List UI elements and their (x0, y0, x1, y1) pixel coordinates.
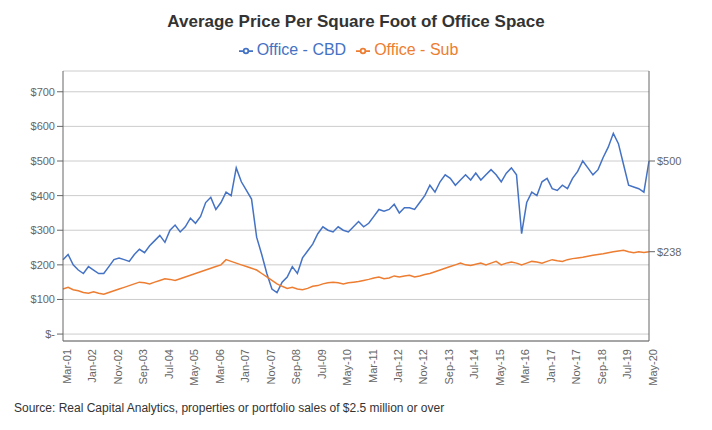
svg-text:May-15: May-15 (494, 349, 506, 386)
svg-text:$700: $700 (31, 86, 55, 98)
svg-text:Sep-13: Sep-13 (443, 349, 455, 384)
html-text:Office - Sub: Office - Sub (374, 41, 459, 58)
html-text:Office - CBD: Office - CBD (256, 41, 347, 58)
svg-text:$600: $600 (31, 120, 55, 132)
svg-text:Jul-19: Jul-19 (621, 349, 633, 379)
svg-text:Mar-11: Mar-11 (367, 349, 379, 383)
svg-text:Nov-02: Nov-02 (112, 349, 124, 384)
svg-text:Mar-16: Mar-16 (519, 349, 531, 384)
html-text:Average Price Per Square Foot: Average Price Per Square Foot of Office … (167, 12, 545, 31)
svg-text:Nov-17: Nov-17 (570, 349, 582, 384)
svg-text:Mar-06: Mar-06 (214, 349, 226, 384)
svg-text:Jul-14: Jul-14 (468, 349, 480, 379)
svg-text:$100: $100 (31, 293, 55, 305)
svg-text:Jul-09: Jul-09 (316, 349, 328, 379)
svg-text:Nov-07: Nov-07 (265, 349, 277, 384)
svg-text:Jan-02: Jan-02 (86, 349, 98, 383)
svg-text:Jul-04: Jul-04 (163, 349, 175, 379)
svg-text:May-20: May-20 (647, 349, 659, 386)
svg-text:May-10: May-10 (341, 349, 353, 386)
svg-text:$238: $238 (657, 246, 681, 258)
svg-text:Sep-03: Sep-03 (137, 349, 149, 384)
svg-text:$-: $- (45, 328, 55, 340)
svg-text:Jan-07: Jan-07 (239, 349, 251, 383)
svg-text:$400: $400 (31, 190, 55, 202)
svg-text:Sep-08: Sep-08 (290, 349, 302, 384)
svg-text:Jan-17: Jan-17 (545, 349, 557, 383)
svg-text:$500: $500 (657, 155, 681, 167)
html-text:Source: Real Capital Analytics: Source: Real Capital Analytics, properti… (14, 401, 445, 415)
svg-text:Nov-12: Nov-12 (418, 349, 430, 384)
svg-text:Mar-01: Mar-01 (61, 349, 73, 384)
svg-text:Sep-18: Sep-18 (596, 349, 608, 384)
svg-text:$200: $200 (31, 259, 55, 271)
svg-text:$300: $300 (31, 224, 55, 236)
svg-text:May-05: May-05 (188, 349, 200, 386)
svg-text:Jan-12: Jan-12 (392, 349, 404, 383)
svg-text:$500: $500 (31, 155, 55, 167)
